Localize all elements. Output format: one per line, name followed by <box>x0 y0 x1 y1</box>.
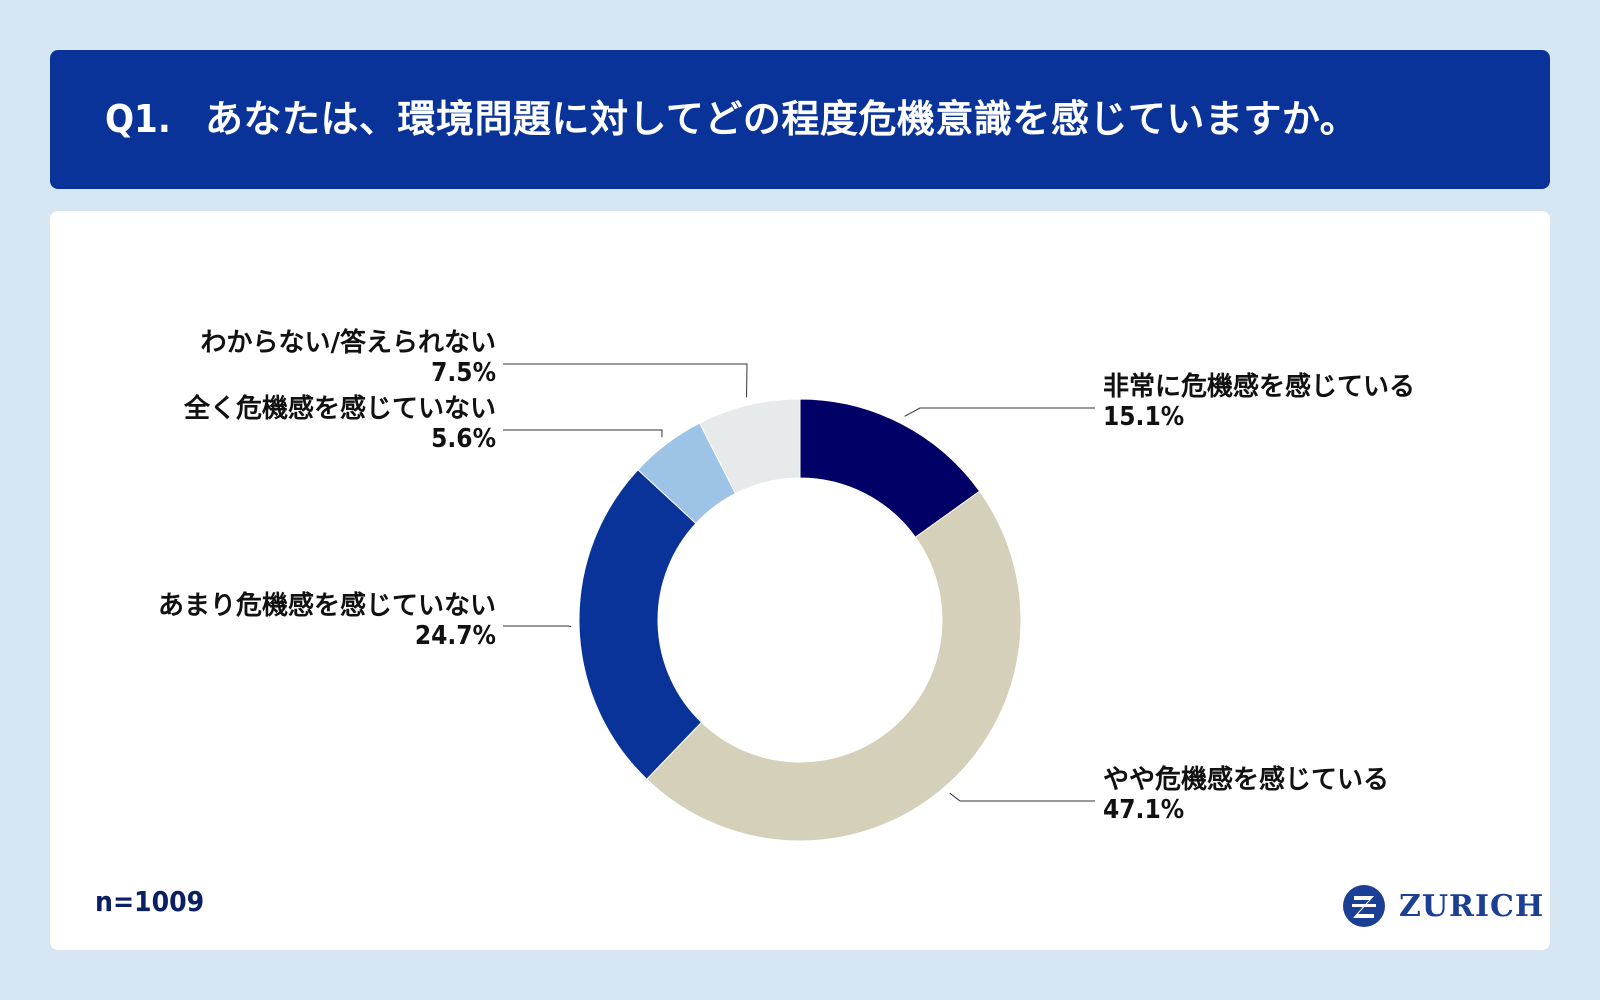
slice-label: わからない/答えられない <box>201 327 497 358</box>
question-text: あなたは、環境問題に対してどの程度危機意識を感じていますか。 <box>205 97 1359 141</box>
slice-label: 全く危機感を感じていない <box>183 393 496 424</box>
zurich-logo-mark-icon <box>1343 885 1385 927</box>
leader-line <box>949 792 1095 802</box>
donut-slice <box>645 490 1022 842</box>
leader-line <box>503 429 663 438</box>
slice-value-label: 24.7% <box>415 621 496 651</box>
donut-slice <box>578 469 703 780</box>
leader-line <box>904 407 1095 417</box>
question-header: Q1. あなたは、環境問題に対してどの程度危機意識を感じていますか。 <box>50 50 1550 189</box>
chart-leader-lines <box>503 363 1095 802</box>
zurich-logo-text: ZURICH <box>1399 888 1545 924</box>
chart-slices <box>578 398 1022 842</box>
question-number: Q1. <box>105 97 171 141</box>
sample-size-label: n=1009 <box>95 885 205 918</box>
slice-label: 非常に危機感を感じている <box>1103 371 1415 402</box>
slice-value-label: 5.6% <box>431 424 496 454</box>
slice-value-label: 47.1% <box>1103 795 1184 825</box>
donut-slice <box>698 398 801 495</box>
zurich-logo: ZURICH <box>1343 884 1544 928</box>
leader-line <box>503 363 748 398</box>
slice-value-label: 15.1% <box>1103 402 1184 432</box>
slice-label: やや危機感を感じている <box>1103 764 1389 795</box>
slice-value-label: 7.5% <box>431 358 496 388</box>
slice-label: あまり危機感を感じていない <box>158 590 496 621</box>
